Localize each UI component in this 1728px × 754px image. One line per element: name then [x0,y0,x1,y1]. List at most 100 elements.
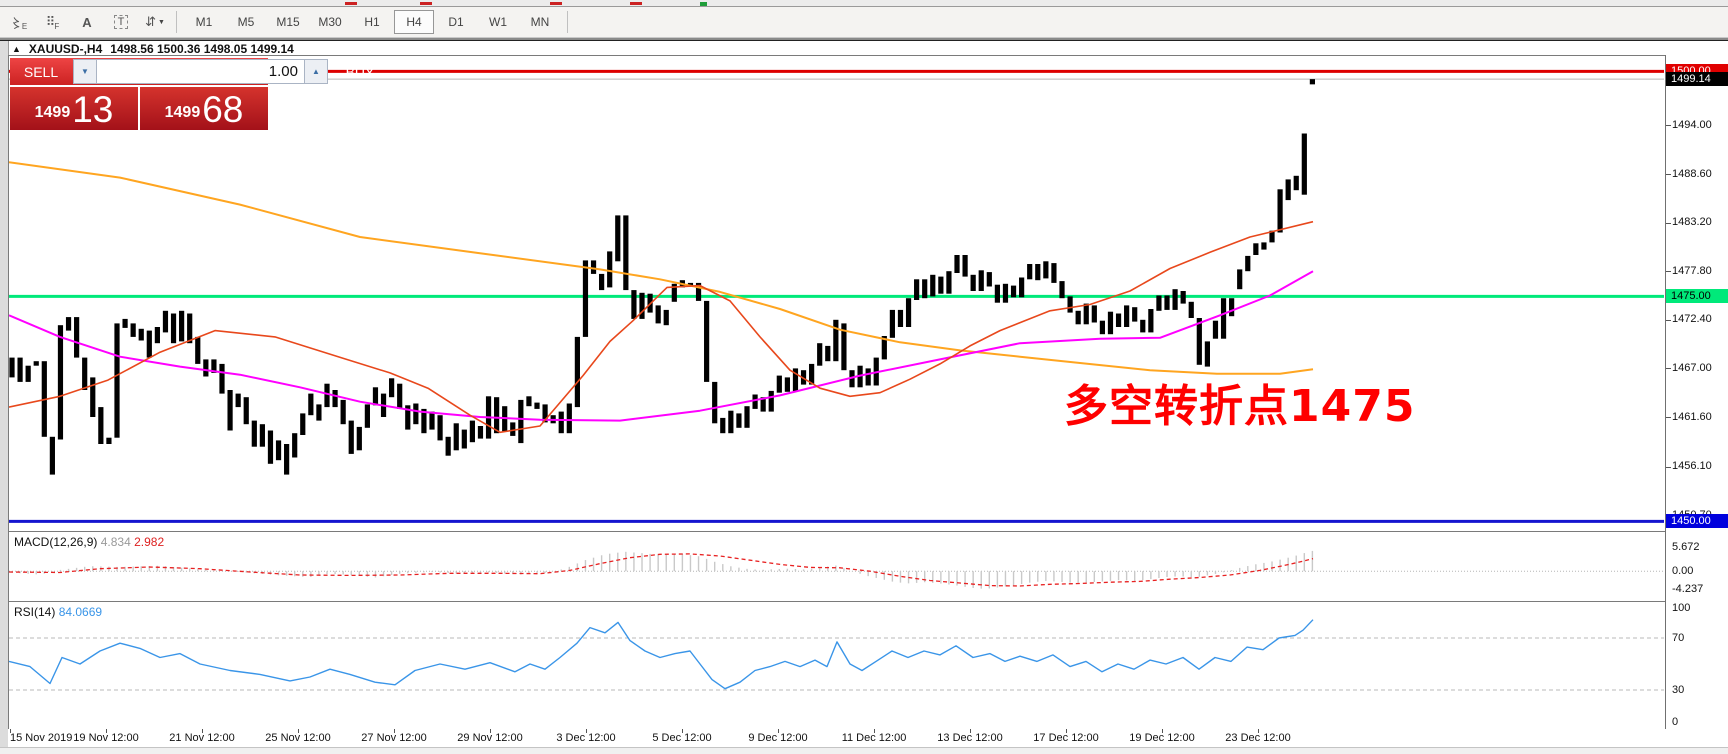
time-label: 11 Dec 12:00 [841,732,907,744]
time-tick [970,729,971,733]
time-tick [298,729,299,733]
price-tick [1666,174,1671,175]
time-label: 3 Dec 12:00 [556,732,616,744]
timeframe-button-m1[interactable]: M1 [195,15,213,29]
price-label: 1494.00 [1672,118,1712,131]
rsi-axis-label: 70 [1672,631,1685,644]
macd-axis-label: -4.237 [1672,582,1704,595]
time-tick [778,729,779,733]
bottom-strip [0,747,1728,754]
rsi-panel[interactable] [8,601,1666,730]
price-badge-1450.00: 1450.00 [1666,514,1728,529]
time-tick [1258,729,1259,733]
time-label: 9 Dec 12:00 [748,732,808,744]
price-tick [1666,466,1671,468]
price-label: 1483.20 [1672,216,1712,229]
time-label: 19 Dec 12:00 [1129,732,1195,744]
time-tick [682,729,683,733]
macd-axis-label: 5.672 [1672,540,1700,553]
volume-stepper: ▼ ▲ [73,59,328,84]
price-label: 1472.40 [1672,313,1712,326]
timeframe-button-h1[interactable]: H1 [364,15,380,29]
macd-axis-label: 0.00 [1672,564,1694,577]
time-label: 15 Nov 2019 [10,732,73,744]
time-tick [490,729,491,733]
price-tick [1666,271,1671,273]
price-label: 1467.00 [1672,361,1712,374]
text-label-icon[interactable]: A [82,14,92,30]
time-tick [106,729,107,733]
volume-input[interactable] [97,59,304,84]
clipped-toolbar-fragment-green [700,2,707,6]
time-tick [394,729,395,733]
time-label: 17 Dec 12:00 [1033,732,1099,744]
clipped-toolbar-fragment [345,2,357,5]
chart-annotation-text: 多空转折点1475 [1064,381,1416,432]
time-tick [1066,729,1067,733]
timeframe-button-w1[interactable]: W1 [489,15,507,29]
time-label: 23 Dec 12:00 [1225,732,1291,744]
timeframe-button-m30[interactable]: M30 [318,15,342,29]
rsi-axis-label: 30 [1672,683,1685,696]
time-label: 29 Nov 12:00 [457,732,523,744]
text-box-icon[interactable]: T [106,10,136,34]
rsi-axis-label: 100 [1672,601,1691,614]
clipped-toolbar-fragment [550,2,562,5]
time-axis[interactable]: 15 Nov 2019 19 Nov 12:00 21 Nov 12:00 25 No… [8,729,1666,747]
timeframe-button-m5[interactable]: M5 [237,15,255,29]
rsi-label: RSI(14) 84.0669 [14,605,103,619]
window-top-border [0,38,1728,41]
sell-button[interactable]: SELL [23,63,59,80]
price-label: 1456.10 [1672,460,1712,472]
price-tick [1666,222,1671,224]
clipped-toolbar-fragment [420,2,432,5]
time-label: 19 Nov 12:00 [73,732,139,744]
sell-price-display[interactable]: 1499 13 [10,87,138,130]
macd-panel[interactable] [8,531,1666,602]
price-axis-border [1665,55,1666,747]
clipped-toolbar-fragment [630,2,642,5]
time-tick [202,729,203,733]
ohlc-values: 1498.56 1500.36 1498.05 1499.14 [110,41,294,56]
timeframe-button-mn[interactable]: MN [530,15,550,29]
arrows-dropdown-icon[interactable]: ⇵ ▼ [145,14,165,29]
time-tick [586,729,587,733]
price-label: 1488.60 [1672,167,1712,180]
price-label: 1461.60 [1672,410,1712,423]
timeframe-button-d1[interactable]: D1 [448,15,464,29]
chart-title: ▲ XAUUSD-,H4 1498.56 1500.36 1498.05 149… [12,41,294,56]
price-tick [1666,417,1671,418]
indicator-grid-icon[interactable]: ⠿ F [45,14,60,31]
time-label: 21 Nov 12:00 [169,732,235,744]
volume-decrease-button[interactable]: ▼ [73,59,97,84]
timeframe-button-m15[interactable]: M15 [276,15,300,29]
time-label: 25 Nov 12:00 [265,732,331,744]
price-badge-1475.00: 1475.00 [1666,289,1728,304]
clipped-upper-toolbar [0,0,1728,7]
time-label: 27 Nov 12:00 [361,732,427,744]
price-tick [1666,125,1671,127]
symbol-label: XAUUSD-,H4 [28,41,103,56]
time-label: 5 Dec 12:00 [652,732,712,744]
price-tick [1666,319,1671,321]
rsi-axis-label: 0 [1672,715,1679,728]
buy-button[interactable]: BUY [345,63,375,80]
timeframe-button-h4[interactable]: H4 [394,10,434,34]
volume-increase-button[interactable]: ▲ [304,59,328,84]
macd-label: MACD(12,26,9) 4.834 2.982 [14,535,165,549]
collapse-triangle-icon[interactable]: ▲ [12,43,21,54]
toolbar-separator [176,11,177,33]
time-tick [874,729,875,733]
time-label: 13 Dec 12:00 [937,732,1003,744]
buy-price-display[interactable]: 1499 68 [140,87,268,130]
time-tick [10,729,11,733]
toolbar-separator [567,11,568,33]
price-label: 1477.80 [1672,264,1712,277]
time-tick [1162,729,1163,733]
price-badge-1499.14: 1499.14 [1666,72,1728,87]
price-tick [1666,368,1671,370]
one-click-trading-widget: SELL ▼ ▲ BUY 1499 13 1499 68 [10,58,374,130]
